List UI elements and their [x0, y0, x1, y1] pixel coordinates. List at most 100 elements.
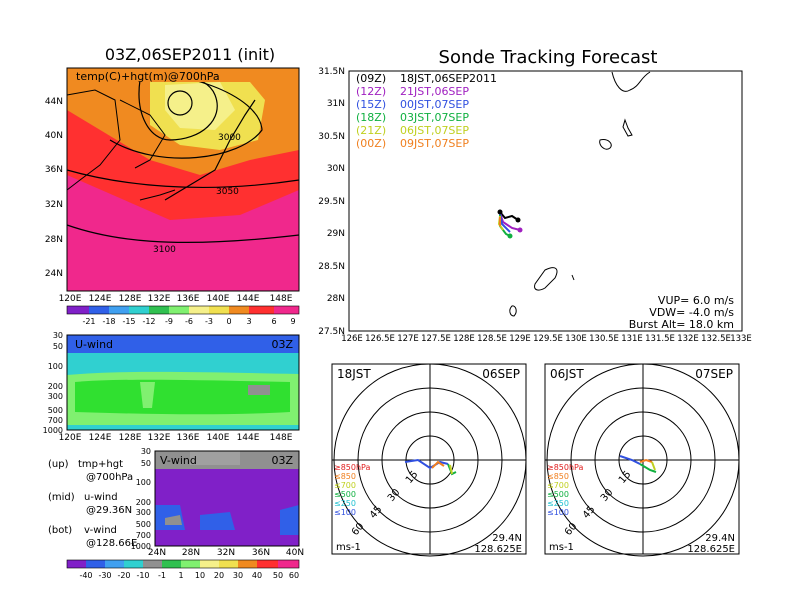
param-vup: VUP= 6.0 m/s: [658, 294, 734, 307]
v-lat-ticks: 24N 28N 32N 36N 40N: [148, 548, 304, 558]
tick-label: 132.5E: [701, 334, 731, 344]
tick-label: 100: [136, 478, 151, 487]
tick-label: 0: [226, 317, 231, 326]
level-label: ≤500: [334, 490, 356, 499]
tick-label: 1: [178, 571, 183, 580]
tick-label: 130E: [565, 334, 587, 344]
track-islands: [509, 71, 651, 317]
level-label: ≤700: [334, 481, 356, 490]
tick-label: 30: [53, 331, 63, 340]
level-label: ≤850: [547, 472, 569, 481]
tick-label: 124E: [89, 433, 112, 443]
tick-label: 28.5N: [318, 262, 345, 272]
temp-colorbar-ticks: -21 -18 -15 -12 -9 -6 -3 0 3 6 9: [82, 317, 295, 326]
tick-label: 700: [136, 531, 151, 540]
tick-label: 36N: [252, 548, 270, 558]
tick-label: -3: [205, 317, 213, 326]
map-lon-ticks: 120E 124E 128E 132E 136E 140E 144E 148E: [59, 294, 293, 304]
tick-label: 136E: [177, 294, 200, 304]
contour-label: 3000: [218, 133, 241, 143]
level-label: ≥850hPa: [334, 463, 371, 472]
tick-label: 133E: [730, 334, 752, 344]
note-key: (mid): [48, 492, 75, 503]
track-params: VUP= 6.0 m/s VDW= -4.0 m/s Burst Alt= 18…: [629, 294, 735, 331]
hodo-right-lat: 29.4N: [705, 533, 735, 544]
track-09z: [499, 211, 519, 221]
tick-label: 31.5N: [318, 67, 345, 77]
tick-label: 32N: [217, 548, 235, 558]
hodo-right-time: 06JST: [550, 367, 584, 381]
tick-label: 36N: [45, 165, 63, 175]
tick-label: 132E: [148, 294, 171, 304]
hodo-left-time: 18JST: [337, 367, 371, 381]
tick-label: 24N: [45, 269, 63, 279]
tick-label: 50: [53, 342, 63, 351]
tick-label: 20: [214, 571, 224, 580]
tick-label: 29N: [327, 229, 345, 239]
hodo-right-lon: 128.625E: [687, 544, 735, 555]
tick-label: 28N: [182, 548, 200, 558]
landing-point: [515, 217, 521, 223]
hodo-left-lat: 29.4N: [492, 533, 522, 544]
tick-label: 30.5N: [318, 132, 345, 142]
track-title: Sonde Tracking Forecast: [439, 47, 658, 68]
tick-label: 129.5E: [533, 334, 563, 344]
tick-label: 120E: [59, 433, 82, 443]
tick-label: 60: [289, 571, 299, 580]
contour-label: 3050: [216, 187, 239, 197]
level-label: ≤250: [547, 499, 569, 508]
tick-label: 128E: [119, 433, 142, 443]
tick-label: 30: [233, 571, 243, 580]
tick-label: 44N: [45, 97, 63, 107]
tick-label: 50: [273, 571, 283, 580]
tick-label: 500: [48, 406, 63, 415]
tick-label: 200: [48, 382, 63, 391]
tick-label: -21: [82, 317, 95, 326]
tick-label: 126E: [341, 334, 363, 344]
legend-code: (21Z): [356, 124, 386, 137]
temperature-map: [66, 67, 300, 292]
legend-time: 09JST,07SEP: [400, 137, 469, 150]
panel-notes: (up) tmp+hgt @700hPa (mid) u-wind @29.36…: [48, 459, 137, 549]
tick-label: 148E: [270, 294, 293, 304]
tick-label: 140E: [207, 294, 230, 304]
note-key: (up): [48, 459, 69, 470]
note-sub: @700hPa: [86, 472, 133, 483]
hodograph-left: [331, 363, 527, 557]
u-wind-label: U-wind: [75, 338, 113, 351]
u-lon-ticks: 120E 124E 128E 132E 136E 140E 144E 148E: [59, 433, 293, 443]
hodo-right-levels: ≥850hPa ≤850 ≤700 ≤500 ≤250 ≤100: [547, 463, 584, 517]
tick-label: 700: [48, 416, 63, 425]
tick-label: 28N: [45, 235, 63, 245]
tick-label: 136E: [177, 433, 200, 443]
tick-label: 128.5E: [477, 334, 507, 344]
map-lat-ticks: 44N 40N 36N 32N 28N 24N: [45, 97, 63, 279]
track-legend: (09Z) 18JST,06SEP2011 (12Z) 21JST,06SEP …: [356, 72, 497, 150]
tick-label: 124E: [89, 294, 112, 304]
tick-label: 144E: [237, 294, 260, 304]
sonde-tracks: [497, 209, 523, 239]
level-label: ≤250: [334, 499, 356, 508]
tick-label: 3: [246, 317, 251, 326]
param-burst: Burst Alt= 18.0 km: [629, 318, 734, 331]
tick-label: 300: [48, 392, 63, 401]
hodo-right-units: ms-1: [549, 542, 574, 553]
legend-code: (18Z): [356, 111, 386, 124]
tick-label: 148E: [270, 433, 293, 443]
note-text: tmp+hgt: [78, 459, 123, 470]
legend-time: 06JST,07SEP: [400, 124, 469, 137]
tick-label: 140E: [207, 433, 230, 443]
legend-time: 21JST,06SEP: [400, 85, 469, 98]
hodo-right-date: 07SEP: [695, 367, 733, 381]
level-label: ≤700: [547, 481, 569, 490]
tick-label: 40N: [45, 131, 63, 141]
hodo-left-levels: ≥850hPa ≤850 ≤700 ≤500 ≤250 ≤100: [334, 463, 371, 517]
tick-label: -40: [79, 571, 92, 580]
temp-colorbar: [66, 305, 300, 315]
tick-label: 28N: [327, 294, 345, 304]
tick-label: 30N: [327, 164, 345, 174]
v-wind-time: 03Z: [271, 454, 293, 467]
tick-label: -15: [122, 317, 135, 326]
tick-label: 40N: [286, 548, 304, 558]
tick-label: 131E: [621, 334, 643, 344]
